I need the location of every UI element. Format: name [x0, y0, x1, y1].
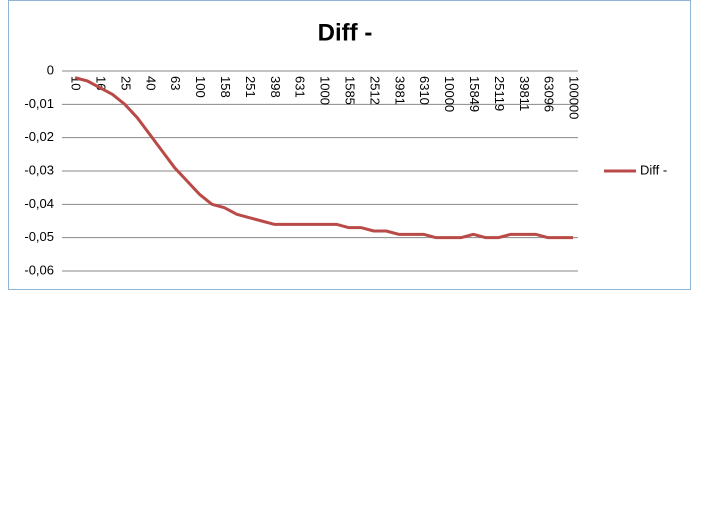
y-tick-label: -0,02 [24, 129, 54, 144]
chart-area [8, 0, 691, 290]
x-tick-label: 631 [293, 76, 308, 98]
x-tick-label: 3981 [392, 76, 407, 105]
y-tick-label: -0,01 [24, 96, 54, 111]
legend-label: Diff - [640, 162, 667, 177]
x-tick-label: 6310 [417, 76, 432, 105]
x-tick-label: 63096 [542, 76, 557, 112]
x-tick-label: 158 [218, 76, 233, 98]
x-tick-label: 2512 [367, 76, 382, 105]
y-tick-label: -0,06 [24, 262, 54, 277]
x-tick-label: 10000 [442, 76, 457, 112]
y-tick-label: -0,05 [24, 229, 54, 244]
x-tick-label: 40 [143, 76, 158, 90]
y-tick-label: -0,04 [24, 196, 54, 211]
x-tick-label: 63 [168, 76, 183, 90]
x-tick-label: 100 [193, 76, 208, 98]
series-line [74, 76, 573, 240]
x-tick-label: 39811 [517, 76, 532, 111]
x-tick-label: 25119 [492, 76, 507, 111]
x-tick-label: 1585 [342, 76, 357, 105]
x-tick-label: 100000 [567, 76, 582, 119]
y-tick-label: 0 [47, 62, 54, 77]
y-tick-label: -0,03 [24, 162, 54, 177]
x-tick-label: 1000 [318, 76, 333, 105]
x-tick-label: 15849 [467, 76, 482, 112]
x-tick-label: 25 [118, 76, 133, 90]
x-tick-label: 251 [243, 76, 258, 98]
x-tick-label: 398 [268, 76, 283, 98]
chart-title: Diff - [318, 19, 373, 46]
